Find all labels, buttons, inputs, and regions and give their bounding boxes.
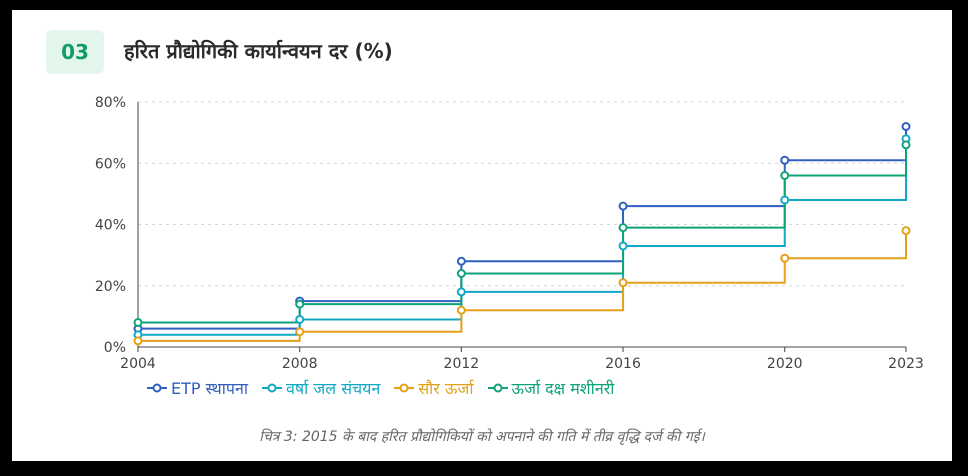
data-point-1 bbox=[618, 241, 628, 251]
series-line-1 bbox=[138, 138, 907, 336]
legend-item[interactable]: ऊर्जा दक्ष मशीनरी bbox=[487, 377, 615, 399]
grid-lines bbox=[138, 101, 906, 287]
data-point-1 bbox=[295, 314, 305, 324]
data-point-2 bbox=[133, 336, 143, 346]
data-point-3 bbox=[133, 318, 143, 327]
chart-card: 03 हरित प्रौद्योगिकी कार्यान्वयन दर (%) … bbox=[12, 10, 952, 461]
data-point-2 bbox=[295, 327, 305, 337]
step-line-chart: 0% 20% 40% 60% 80% 2004 2008 2012 2016 2020 2023 bbox=[95, 95, 924, 370]
legend-label: ETP स्थापना bbox=[171, 379, 249, 398]
data-point-3 bbox=[901, 140, 911, 150]
data-point-3 bbox=[618, 223, 628, 233]
data-point-2 bbox=[618, 278, 628, 288]
y-tick-label: 20% bbox=[95, 279, 126, 295]
series-layer bbox=[133, 122, 911, 346]
x-tick-labels: 2004 2008 2012 2016 2020 2023 bbox=[120, 356, 924, 370]
legend-marker-icon bbox=[487, 383, 508, 393]
y-tick-label: 80% bbox=[95, 95, 126, 111]
data-point-3 bbox=[295, 299, 305, 309]
section-number-badge: 03 bbox=[46, 30, 104, 74]
data-point-3 bbox=[780, 171, 790, 180]
data-point-1 bbox=[780, 195, 790, 205]
legend-marker-icon bbox=[394, 383, 415, 393]
series-line-0 bbox=[138, 126, 907, 330]
data-point-3 bbox=[456, 269, 466, 278]
x-tick-label: 2008 bbox=[282, 356, 318, 370]
data-point-0 bbox=[456, 256, 466, 266]
y-tick-label: 60% bbox=[95, 156, 126, 172]
data-point-0 bbox=[618, 201, 628, 211]
y-tick-labels: 0% 20% 40% 60% 80% bbox=[95, 95, 126, 356]
figure-caption: चित्र 3: 2015 के बाद हरित प्रौद्योगिकियो… bbox=[259, 429, 705, 445]
chart-title: हरित प्रौद्योगिकी कार्यान्वयन दर (%) bbox=[124, 39, 393, 63]
legend-item[interactable]: वर्षा जल संचयन bbox=[262, 377, 380, 399]
legend-item[interactable]: ETP स्थापना bbox=[147, 377, 248, 399]
y-tick-label: 0% bbox=[104, 340, 126, 356]
y-tick-label: 40% bbox=[95, 218, 126, 234]
axes bbox=[137, 102, 907, 352]
legend-marker-icon bbox=[147, 383, 167, 393]
data-point-2 bbox=[780, 253, 790, 263]
legend-label: ऊर्जा दक्ष मशीनरी bbox=[511, 379, 615, 398]
legend-item[interactable]: सौर ऊर्जा bbox=[394, 377, 474, 399]
x-tick-label: 2012 bbox=[444, 356, 480, 370]
data-point-0 bbox=[780, 155, 790, 165]
legend-label: सौर ऊर्जा bbox=[418, 379, 474, 398]
data-point-1 bbox=[456, 287, 466, 297]
legend: ETP स्थापना वर्षा जल संचयन सौर ऊर्जा ऊर्जा … bbox=[147, 377, 614, 399]
series-line-3 bbox=[138, 144, 907, 324]
x-tick-label: 2004 bbox=[120, 356, 156, 370]
x-tick-label: 2020 bbox=[767, 356, 803, 370]
data-point-2 bbox=[901, 226, 911, 236]
data-point-0 bbox=[901, 122, 911, 131]
data-point-2 bbox=[456, 305, 466, 315]
x-tick-label: 2023 bbox=[888, 356, 924, 370]
x-tick-label: 2016 bbox=[605, 356, 641, 370]
legend-label: वर्षा जल संचयन bbox=[286, 379, 381, 398]
legend-marker-icon bbox=[262, 383, 283, 393]
